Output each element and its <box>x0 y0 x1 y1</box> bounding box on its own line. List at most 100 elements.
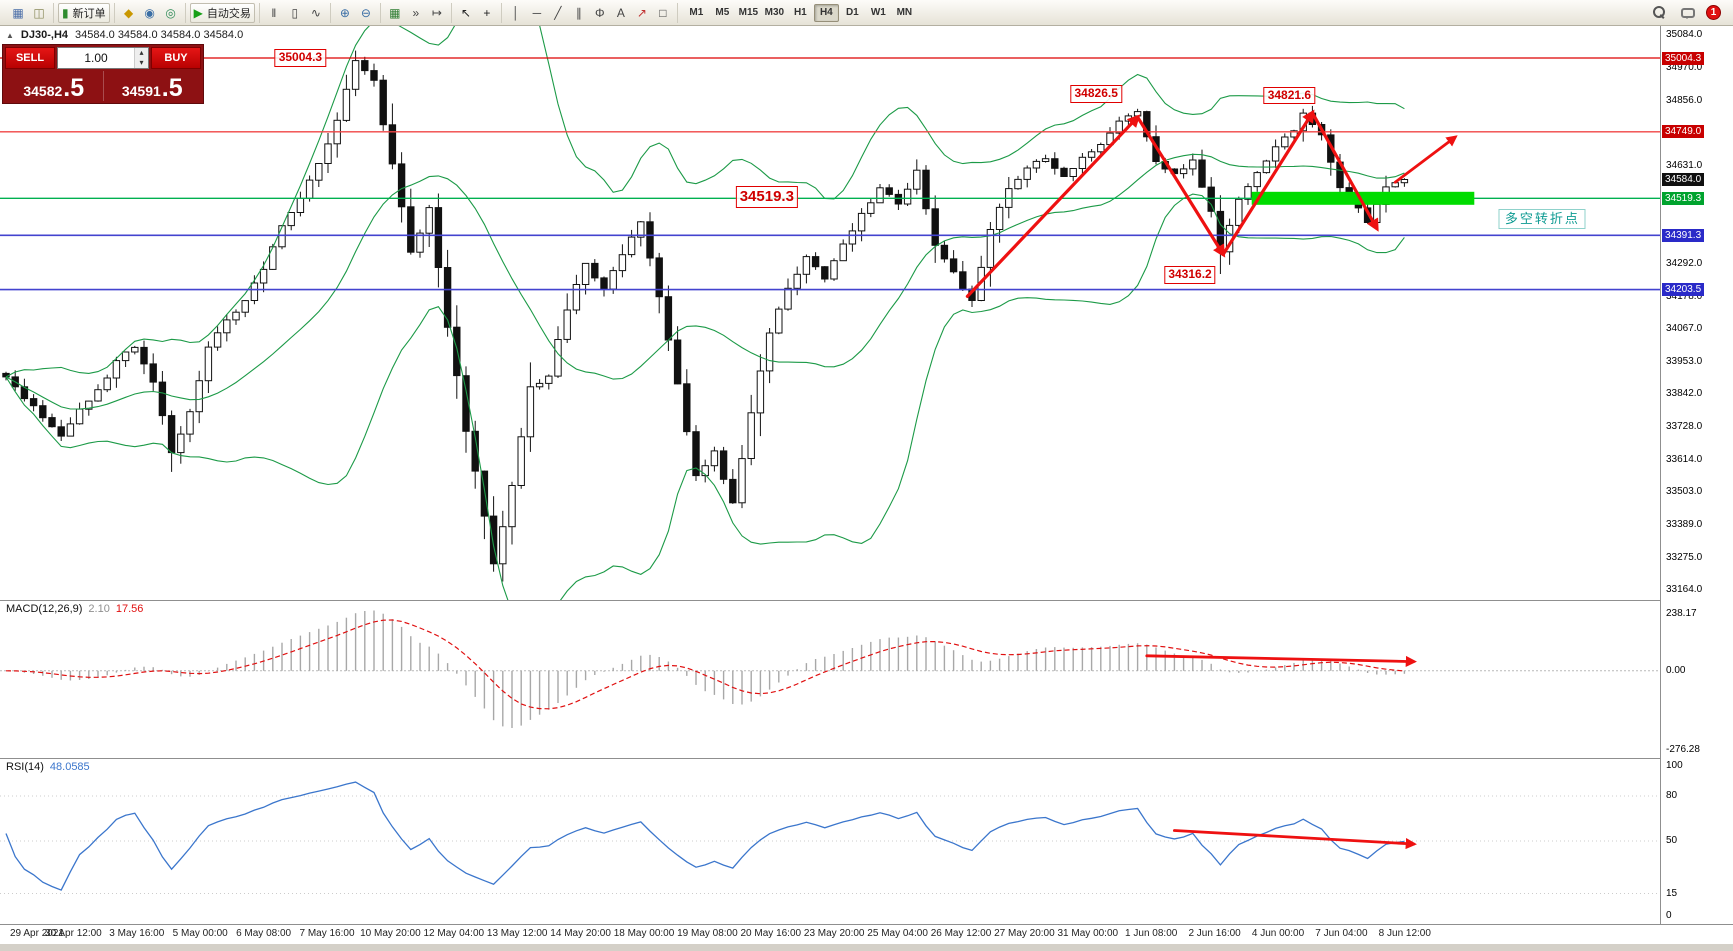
toolbar-group-objects: │ ─ ╱ ∥ Φ A ↗ □ <box>502 2 678 23</box>
toolbar-right: 1 <box>1649 3 1729 23</box>
new-order-button-label: 新订单 <box>72 7 106 20</box>
candlestick-icon: ▯ <box>291 5 299 20</box>
notifications-badge[interactable]: 1 <box>1706 5 1721 20</box>
volume-up-button[interactable]: ▴ <box>135 48 148 58</box>
tile-windows-icon: ▦ <box>389 5 401 20</box>
timeframe-h1[interactable]: H1 <box>793 7 807 18</box>
crosshair-button[interactable]: + <box>477 3 497 23</box>
panel-separator[interactable] <box>0 600 1733 601</box>
timeframe-mn[interactable]: MN <box>896 7 913 18</box>
buy-price-main: 34591 <box>121 82 161 99</box>
time-label: 23 May 20:00 <box>803 928 865 939</box>
volume-down-button[interactable]: ▾ <box>135 58 148 68</box>
horizontal-line-button[interactable]: ─ <box>527 3 547 23</box>
trendline-button[interactable]: ╱ <box>548 3 568 23</box>
rsi-title: RSI(14) <box>6 761 44 773</box>
time-label: 12 May 04:00 <box>423 928 485 939</box>
time-label: 27 May 20:00 <box>994 928 1055 939</box>
new-chart-button[interactable]: ▦ <box>8 3 28 23</box>
tile-windows-button[interactable]: ▦ <box>385 3 405 23</box>
vertical-line-button[interactable]: │ <box>506 3 526 23</box>
bar-chart-icon: ‖ <box>271 5 277 20</box>
indicator-axis-label: 15 <box>1666 887 1678 899</box>
zoom-out-button[interactable]: ⊖ <box>356 3 376 23</box>
price-badge: 34519.3 <box>1662 191 1705 205</box>
buy-button[interactable]: BUY <box>151 47 201 69</box>
indicator-axis-label: 0 <box>1666 910 1672 921</box>
price-badge: 34391.3 <box>1662 228 1705 242</box>
candlestick-button[interactable]: ▯ <box>285 3 305 23</box>
timeframe-m30[interactable]: M30 <box>764 7 785 18</box>
price-axis[interactable]: 35084.0 34970.0 34856.0 34631.0 34292.0 34178… <box>1660 26 1733 924</box>
chart-symbol-label: DJ30-,H4 <box>20 29 68 41</box>
fibonacci-button[interactable]: Φ <box>590 3 610 23</box>
crosshair-icon: + <box>483 5 491 20</box>
timeframe-d1[interactable]: D1 <box>845 7 859 18</box>
macd-panel[interactable]: MACD(12,26,9) 2.10 17.56 <box>0 600 1660 758</box>
price-tick: 33503.0 <box>1666 486 1703 498</box>
profiles-button[interactable]: ◫ <box>29 3 49 23</box>
autotrading-button[interactable]: ▶ 自动交易 <box>189 2 255 23</box>
price-tick: 33842.0 <box>1666 388 1703 400</box>
price-tick: 34970.0 <box>1666 61 1703 73</box>
time-label: 29 Apr 2021 <box>10 928 64 939</box>
price-tick: 35084.0 <box>1666 28 1703 40</box>
market-watch-button[interactable]: ◉ <box>140 3 160 23</box>
rsi-value: 48.0585 <box>49 761 90 773</box>
chart-ohlc-label: 34584.0 34584.0 34584.0 34584.0 <box>75 29 244 41</box>
volume-stepper: ▴ ▾ <box>57 47 149 69</box>
panel-separator[interactable] <box>0 758 1733 759</box>
candlestick-chart[interactable] <box>0 26 1660 600</box>
timeframe-m5[interactable]: M5 <box>715 7 730 18</box>
text-icon: A <box>616 5 625 20</box>
price-tick: 34856.0 <box>1666 94 1703 106</box>
volume-input[interactable] <box>58 48 134 68</box>
new-order-button[interactable]: ▮ 新订单 <box>58 2 110 23</box>
community-button[interactable]: ◎ <box>161 3 181 23</box>
time-label: 18 May 00:00 <box>613 928 675 939</box>
timeframe-w1[interactable]: W1 <box>870 7 886 18</box>
time-label: 13 May 12:00 <box>486 928 548 939</box>
channel-button[interactable]: ∥ <box>569 3 589 23</box>
bar-chart-button[interactable]: ‖ <box>264 3 284 23</box>
search-button[interactable] <box>1649 3 1670 23</box>
indicator-axis-label: 100 <box>1666 760 1683 771</box>
time-label: 31 May 00:00 <box>1057 928 1119 939</box>
rsi-label: RSI(14) 48.0585 <box>6 761 90 773</box>
time-label: 1 Jun 08:00 <box>1125 928 1178 939</box>
toolbar: ▦ ◫ ▮ 新订单 ◆ ◉ ◎ ▶ 自动交易 ‖ ▯ ∿ ⊕ ⊖ ▦» ↦ ↖ + │ ─ ╱ ∥ Φ A ↗ □ M1 M5 M15… <box>0 0 1733 26</box>
timeframe-h4[interactable]: H4 <box>813 3 839 22</box>
zoom-in-button[interactable]: ⊕ <box>335 3 355 23</box>
price-tick: 33164.0 <box>1666 584 1703 596</box>
timeframe-m1[interactable]: M1 <box>689 7 704 18</box>
rsi-panel[interactable]: RSI(14) 48.0585 <box>0 758 1660 924</box>
collapse-trade-panel-icon[interactable]: ▲ <box>6 30 14 40</box>
trendline-icon: ╱ <box>554 5 562 20</box>
chart-area[interactable]: ▲ DJ30-,H4 34584.0 34584.0 34584.0 34584… <box>0 26 1660 600</box>
price-badge: 34749.0 <box>1662 125 1705 139</box>
cursor-icon: ↖ <box>460 5 471 20</box>
auto-scroll-button[interactable]: » <box>406 3 426 23</box>
chart-shift-button[interactable]: ↦ <box>427 3 447 23</box>
metaeditor-button[interactable]: ◆ <box>119 3 139 23</box>
sell-price-big-digit: .5 <box>63 73 85 102</box>
cursor-button[interactable]: ↖ <box>456 3 476 23</box>
time-axis[interactable]: 29 Apr 2021 30 Apr 12:00 3 May 16:00 5 May … <box>0 924 1733 944</box>
toolbar-group-windows: ▦ ◫ <box>4 2 54 23</box>
sell-button[interactable]: SELL <box>5 47 55 69</box>
text-button[interactable]: A <box>611 3 631 23</box>
arrows-button[interactable]: ↗ <box>632 3 652 23</box>
new-order-icon: ▮ <box>62 5 69 20</box>
toolbar-group-zoom: ⊕ ⊖ <box>331 2 381 23</box>
autotrading-icon: ▶ <box>193 5 203 20</box>
toolbar-group-chart-style: ‖ ▯ ∿ <box>260 2 331 23</box>
auto-scroll-icon: » <box>412 5 420 20</box>
time-label: 10 May 20:00 <box>360 928 421 939</box>
time-label: 26 May 12:00 <box>930 928 992 939</box>
line-chart-button[interactable]: ∿ <box>306 3 326 23</box>
timeframe-m15[interactable]: M15 <box>738 7 759 18</box>
messages-button[interactable] <box>1677 3 1699 23</box>
shapes-button[interactable]: □ <box>653 3 673 23</box>
macd-value: 2.10 <box>88 603 110 615</box>
profiles-icon: ◫ <box>33 5 45 20</box>
